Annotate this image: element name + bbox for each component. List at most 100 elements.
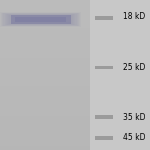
Bar <box>94 66 112 69</box>
Bar <box>0 109 90 111</box>
Bar <box>0 51 90 52</box>
Bar <box>0 28 90 30</box>
Bar <box>0 0 90 150</box>
Bar <box>0 64 90 66</box>
Bar <box>0 99 90 101</box>
Bar <box>0 58 90 60</box>
Text: 45 kD: 45 kD <box>123 134 146 142</box>
Bar <box>94 136 112 140</box>
Bar <box>0 135 90 137</box>
Bar <box>0 139 90 141</box>
Bar <box>94 115 112 119</box>
Bar <box>0 128 90 129</box>
Text: 35 kD: 35 kD <box>123 112 146 122</box>
Bar <box>0 101 90 103</box>
Bar <box>0 69 90 71</box>
Bar <box>0 9 90 11</box>
Bar <box>0 54 90 56</box>
Bar <box>0 86 90 88</box>
Bar <box>0 144 90 146</box>
Bar <box>7 14 74 25</box>
Bar <box>0 22 90 24</box>
Bar <box>0 90 90 92</box>
Bar <box>0 126 90 127</box>
Bar <box>0 0 90 2</box>
Bar <box>0 24 90 26</box>
Bar <box>0 34 90 36</box>
Bar <box>0 71 90 73</box>
Bar <box>9 15 72 24</box>
Bar <box>0 62 90 64</box>
Bar <box>8 15 73 24</box>
Bar <box>11 15 70 24</box>
Bar <box>0 131 90 133</box>
Bar <box>0 116 90 118</box>
Bar <box>0 36 90 38</box>
Bar <box>0 79 90 81</box>
Bar <box>0 32 90 34</box>
Bar <box>2 13 79 26</box>
Bar <box>0 88 90 90</box>
Bar <box>0 56 90 58</box>
Bar <box>0 49 90 51</box>
Bar <box>0 137 90 139</box>
Bar <box>0 39 90 41</box>
Bar <box>4 14 76 25</box>
Bar <box>0 98 90 99</box>
Bar <box>0 111 90 112</box>
Bar <box>0 17 90 19</box>
Bar <box>0 30 90 32</box>
Bar <box>0 84 90 86</box>
Bar <box>0 47 90 49</box>
Bar <box>3 13 78 26</box>
Bar <box>0 112 90 114</box>
Bar <box>0 94 90 96</box>
Bar <box>0 45 90 47</box>
Bar <box>0 6 90 8</box>
Bar <box>90 0 150 150</box>
Text: 18 kD: 18 kD <box>123 12 145 21</box>
Bar <box>0 141 90 142</box>
Bar <box>0 120 90 122</box>
Bar <box>1 13 80 26</box>
Bar <box>0 96 90 98</box>
Bar <box>0 92 90 94</box>
Bar <box>0 103 90 105</box>
Bar <box>0 12 81 27</box>
Bar <box>0 60 90 62</box>
Bar <box>0 129 90 131</box>
Bar <box>0 15 90 17</box>
Text: 25 kD: 25 kD <box>123 63 145 72</box>
Bar <box>0 13 90 15</box>
Bar <box>0 107 90 109</box>
Bar <box>0 52 90 54</box>
Bar <box>6 14 75 25</box>
Bar <box>0 142 90 144</box>
Bar <box>0 133 90 135</box>
Bar <box>0 146 90 148</box>
Bar <box>0 43 90 45</box>
Bar <box>0 8 90 9</box>
Bar <box>0 122 90 124</box>
Bar <box>0 41 90 43</box>
Bar <box>0 77 90 79</box>
Bar <box>0 2 90 4</box>
Bar <box>0 11 90 13</box>
Bar <box>0 38 90 39</box>
Bar <box>0 148 90 150</box>
Bar <box>0 82 90 84</box>
Bar <box>0 105 90 107</box>
Bar <box>0 73 90 75</box>
Bar <box>0 68 90 69</box>
Bar <box>0 66 90 68</box>
Bar <box>0 118 90 120</box>
Bar <box>11 15 70 24</box>
Bar <box>0 114 90 116</box>
Bar <box>0 21 90 22</box>
Bar <box>0 124 90 126</box>
Bar <box>15 17 66 22</box>
Bar <box>0 19 90 21</box>
Bar <box>0 75 90 77</box>
Bar <box>0 4 90 6</box>
Bar <box>94 16 112 20</box>
